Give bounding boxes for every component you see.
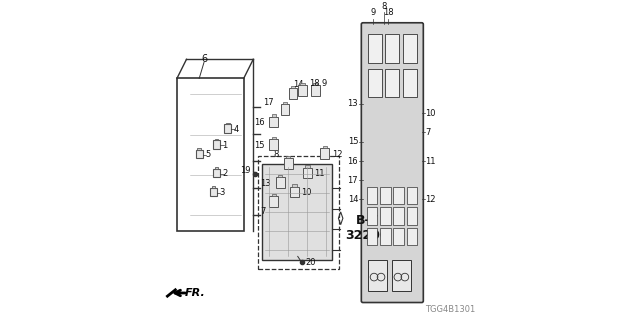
- Text: 9: 9: [321, 79, 327, 88]
- Text: 16: 16: [253, 118, 264, 127]
- Text: 15: 15: [254, 141, 264, 150]
- Bar: [385, 69, 399, 98]
- Bar: [210, 188, 217, 196]
- Text: 17: 17: [348, 176, 358, 185]
- Text: 18: 18: [310, 79, 320, 88]
- Text: 15: 15: [348, 138, 358, 147]
- Bar: [215, 139, 218, 140]
- Bar: [392, 260, 411, 292]
- Bar: [280, 104, 289, 115]
- Text: 3: 3: [220, 188, 225, 197]
- Text: FR.: FR.: [185, 288, 205, 298]
- Bar: [367, 187, 377, 204]
- Bar: [292, 184, 297, 187]
- Text: 14: 14: [348, 195, 358, 204]
- Bar: [258, 156, 339, 269]
- Bar: [196, 150, 203, 158]
- Bar: [367, 228, 377, 245]
- Bar: [313, 83, 317, 85]
- Bar: [407, 187, 417, 204]
- Text: 10: 10: [426, 109, 436, 118]
- Bar: [407, 207, 417, 225]
- Text: 2: 2: [223, 169, 228, 178]
- Bar: [300, 83, 305, 85]
- Text: 16: 16: [348, 156, 358, 165]
- Text: 8: 8: [273, 150, 278, 159]
- Bar: [380, 207, 390, 225]
- Bar: [394, 187, 404, 204]
- Bar: [271, 194, 276, 196]
- Bar: [368, 260, 387, 292]
- Bar: [303, 168, 312, 178]
- Text: 13: 13: [348, 99, 358, 108]
- Bar: [311, 85, 320, 96]
- Bar: [283, 102, 287, 104]
- Bar: [403, 69, 417, 98]
- Bar: [291, 86, 295, 88]
- Bar: [212, 186, 215, 188]
- Text: 17: 17: [263, 98, 274, 107]
- Bar: [278, 175, 282, 177]
- Bar: [286, 156, 291, 158]
- Text: 11: 11: [314, 169, 324, 178]
- FancyBboxPatch shape: [262, 164, 332, 260]
- Text: 19: 19: [240, 166, 251, 175]
- Bar: [224, 124, 231, 133]
- Bar: [226, 123, 230, 124]
- Bar: [290, 187, 299, 197]
- Bar: [269, 196, 278, 207]
- Text: 14: 14: [293, 80, 303, 89]
- Bar: [289, 88, 298, 99]
- Bar: [380, 228, 390, 245]
- Bar: [403, 34, 417, 62]
- Text: 18: 18: [383, 8, 394, 17]
- Text: 1: 1: [223, 141, 228, 150]
- Text: 20: 20: [305, 258, 316, 267]
- Bar: [385, 34, 399, 62]
- Bar: [198, 148, 201, 150]
- Bar: [213, 169, 220, 177]
- Text: 4: 4: [234, 125, 239, 134]
- Text: 12: 12: [426, 195, 436, 204]
- Bar: [368, 69, 382, 98]
- Bar: [407, 228, 417, 245]
- Text: 7: 7: [426, 128, 431, 137]
- Text: 13: 13: [260, 179, 271, 188]
- Text: 9: 9: [371, 8, 376, 17]
- Text: 8: 8: [381, 2, 387, 11]
- Bar: [215, 167, 218, 169]
- Bar: [298, 85, 307, 96]
- Bar: [380, 187, 390, 204]
- Text: 6: 6: [201, 54, 207, 64]
- Bar: [276, 177, 285, 188]
- Text: 11: 11: [426, 156, 436, 165]
- Bar: [177, 78, 244, 231]
- Bar: [367, 207, 377, 225]
- FancyBboxPatch shape: [362, 23, 423, 302]
- Text: B-7
32200: B-7 32200: [346, 214, 389, 242]
- Bar: [271, 137, 276, 139]
- Text: 10: 10: [301, 188, 312, 197]
- Bar: [269, 117, 278, 127]
- Text: TGG4B1301: TGG4B1301: [426, 305, 476, 314]
- Bar: [269, 139, 278, 150]
- Bar: [368, 34, 382, 62]
- Text: 12: 12: [332, 150, 342, 159]
- Text: 7: 7: [260, 207, 266, 216]
- Bar: [320, 148, 329, 159]
- Bar: [394, 228, 404, 245]
- Bar: [284, 158, 292, 169]
- Bar: [305, 165, 310, 168]
- Bar: [271, 115, 276, 117]
- Bar: [213, 140, 220, 149]
- Bar: [323, 146, 327, 148]
- Text: 5: 5: [205, 150, 210, 159]
- Bar: [394, 207, 404, 225]
